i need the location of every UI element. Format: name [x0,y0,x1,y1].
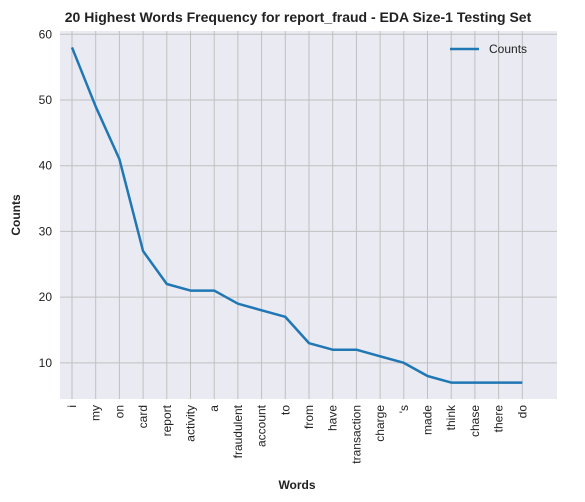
x-tick-label: activity [184,405,198,442]
x-tick-label: made [421,405,435,435]
y-axis-label: Counts [9,194,23,236]
x-tick-label: on [112,405,126,418]
x-tick-label: 's [397,405,411,413]
x-tick-label: chase [468,405,482,437]
x-tick-label: there [492,405,506,433]
x-tick-label: report [160,404,174,436]
series-line-counts [70,46,523,384]
x-tick-label: account [255,404,269,447]
y-tick-label: 50 [39,93,53,107]
x-tick-label: to [278,405,292,415]
y-tick-label: 30 [39,224,53,238]
x-tick-label: fraudulent [231,404,245,458]
x-tick-label: think [444,404,458,430]
x-tick-label: charge [373,405,387,442]
y-tick-label: 10 [39,356,53,370]
x-tick-label: a [207,405,221,412]
x-tick-label: my [89,405,103,421]
legend-label: Counts [489,42,527,56]
legend: Counts [450,42,527,56]
series-lines [70,46,523,384]
x-tick-label: do [515,405,529,419]
y-tick-label: 60 [39,27,53,41]
x-tick-label: card [136,405,150,428]
grid [60,31,557,399]
x-tick-labels: i my on card report activity a fraudulent accoun… [65,404,529,464]
x-tick-label: transaction [349,405,363,464]
x-axis-label: Words [278,478,315,492]
x-tick-label: from [302,405,316,429]
y-tick-label: 40 [39,159,53,173]
chart-title: 20 Highest Words Frequency for report_fr… [65,9,532,25]
y-tick-labels: 10 20 30 40 50 60 [39,27,53,370]
x-tick-label: i [65,405,79,408]
x-tick-label: have [326,405,340,431]
y-tick-label: 20 [39,290,53,304]
